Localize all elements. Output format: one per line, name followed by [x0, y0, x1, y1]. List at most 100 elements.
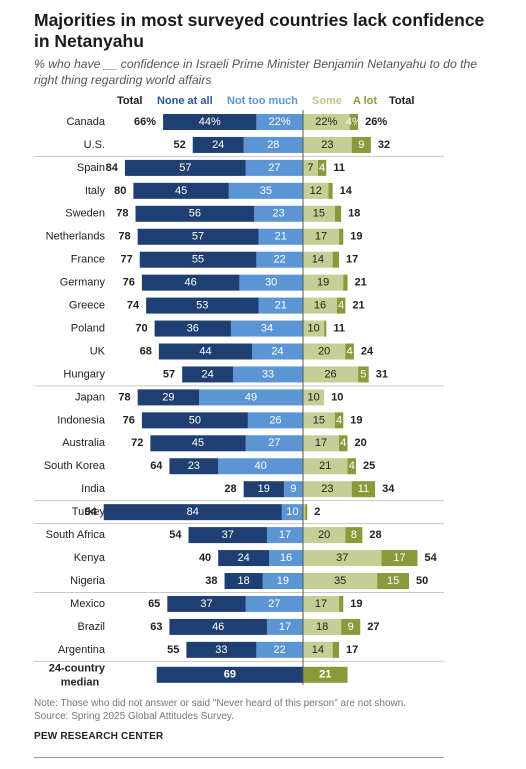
value-total-negative: 74 [127, 300, 140, 312]
value-total-positive: 19 [350, 598, 362, 610]
value-none-at-all: 46 [185, 277, 197, 289]
value-a-lot: 4% [346, 116, 362, 128]
bar-a-lot [351, 481, 376, 498]
value-total-negative: 68 [140, 345, 152, 357]
value-not-too-much: 27 [268, 162, 280, 174]
value-not-too-much: 26 [269, 414, 281, 426]
value-none-at-all: 24 [201, 368, 213, 380]
bar-none-at-all [137, 228, 259, 245]
bar-some [303, 205, 335, 222]
bar-none-at-all [139, 251, 257, 268]
bar-some [303, 527, 346, 544]
bar-not-too-much [256, 641, 303, 658]
value-not-too-much: 16 [280, 552, 292, 564]
bar-some [303, 343, 346, 360]
value-not-too-much: 21 [275, 300, 287, 312]
bar-not-too-much [245, 595, 303, 612]
country-label: Hungary [63, 368, 105, 380]
bar-a-lot [349, 114, 359, 130]
pew-logo-text: PEW RESEARCH CENTER [34, 731, 164, 742]
value-not-too-much: 30 [265, 277, 277, 289]
value-a-lot: 8 [351, 529, 357, 541]
value-none-at-all: 57 [192, 231, 204, 243]
country-label: Sweden [65, 208, 105, 220]
value-not-too-much: 19 [277, 575, 289, 587]
bottom-divider [34, 757, 444, 758]
value-total-negative: 52 [174, 139, 186, 151]
bar-not-too-much [233, 366, 303, 383]
bar-not-too-much [218, 458, 303, 475]
bar-median-positive [303, 666, 348, 683]
bar-not-too-much [262, 573, 303, 589]
value-a-lot: 4 [349, 460, 355, 472]
bar-median-negative [156, 666, 303, 683]
bar-none-at-all [163, 114, 257, 130]
value-some: 18 [316, 621, 328, 633]
bar-a-lot [351, 136, 371, 153]
value-some: 14 [312, 644, 324, 656]
bar-a-lot [345, 343, 354, 360]
bar-none-at-all [150, 435, 246, 452]
value-none-at-all: 24 [238, 552, 250, 564]
bar-none-at-all [158, 343, 253, 360]
value-total-negative: 65 [148, 598, 160, 610]
bar-some [303, 641, 333, 658]
value-total-negative: 54 [169, 529, 182, 541]
value-none-at-all: 46 [212, 621, 224, 633]
value-none-at-all: 36 [187, 322, 199, 334]
bar-not-too-much [230, 320, 303, 337]
country-label: Greece [69, 300, 105, 312]
value-total-positive: 50 [416, 575, 428, 587]
value-some: 19 [317, 277, 329, 289]
value-none-at-all: 50 [189, 414, 201, 426]
bar-some [303, 458, 348, 475]
value-total-positive: 24 [361, 345, 374, 357]
value-some: 22% [315, 116, 337, 128]
header-not-too-much: Not too much [227, 95, 298, 107]
bar-a-lot [345, 527, 363, 544]
bar-a-lot [317, 159, 327, 176]
bar-none-at-all [243, 481, 284, 498]
value-total-positive: 34 [382, 483, 395, 495]
value-total-negative: 57 [163, 368, 175, 380]
value-some: 20 [318, 529, 330, 541]
bar-a-lot [339, 228, 344, 245]
bar-not-too-much [258, 228, 303, 245]
bar-none-at-all [192, 136, 244, 153]
bar-a-lot [334, 205, 342, 222]
value-not-too-much: 21 [275, 231, 287, 243]
value-none-at-all: 37 [222, 529, 234, 541]
country-label: Germany [60, 277, 106, 289]
bar-some [303, 595, 340, 612]
source-line: Source: Spring 2025 Global Attitudes Sur… [34, 711, 234, 722]
value-total-positive: 21 [355, 277, 367, 289]
bar-none-at-all [133, 182, 229, 199]
value-some: 14 [312, 254, 324, 266]
bar-some [303, 182, 329, 199]
bar-some [303, 274, 344, 291]
country-label: Spain [77, 162, 105, 174]
value-a-lot: 9 [358, 139, 364, 151]
value-not-too-much: 27 [268, 598, 280, 610]
value-none-at-all: 19 [258, 483, 270, 495]
value-total-negative: 28 [224, 483, 236, 495]
bar-none-at-all [169, 618, 267, 635]
header-a-lot: A lot [353, 95, 377, 107]
value-not-too-much: 9 [290, 483, 296, 495]
country-label: Brazil [77, 621, 105, 633]
value-total-positive: 31 [376, 368, 388, 380]
value-none-at-all: 33 [215, 644, 227, 656]
value-total-negative: 66% [134, 116, 156, 128]
value-total-negative: 76 [123, 277, 135, 289]
bar-none-at-all [137, 389, 200, 406]
country-label: South Korea [44, 460, 106, 472]
bar-a-lot [339, 595, 344, 612]
country-label: Japan [75, 391, 105, 403]
bar-some [303, 114, 350, 130]
country-label: Turkey [72, 506, 106, 518]
bar-some [303, 481, 352, 498]
value-none-at-all: 23 [188, 460, 200, 472]
country-label: Australia [62, 437, 106, 449]
value-total-positive: 54 [424, 552, 437, 564]
bar-none-at-all [141, 412, 248, 429]
